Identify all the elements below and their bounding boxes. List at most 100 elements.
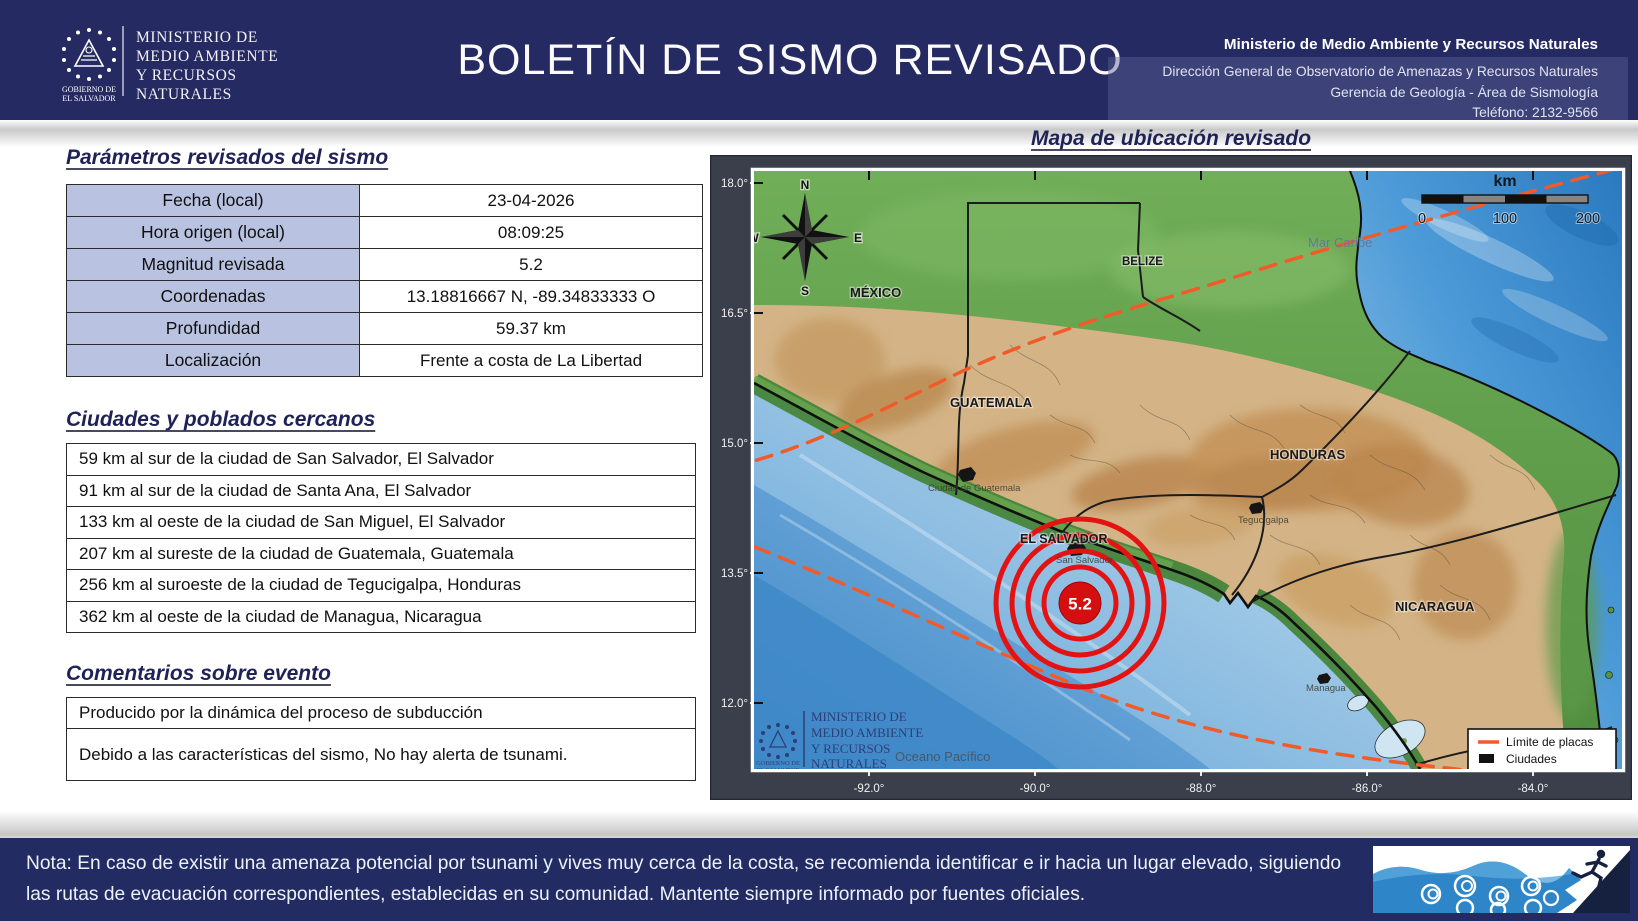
department-info-box: Dirección General de Observatorio de Ame… bbox=[1108, 57, 1628, 132]
table-row: Profundidad 59.37 km bbox=[66, 312, 703, 345]
city-label-tegucigalpa: Tegucigalpa bbox=[1238, 515, 1289, 526]
list-item: 362 km al oeste de la ciudad de Managua,… bbox=[66, 600, 696, 633]
watermark-line: MINISTERIO DE bbox=[811, 709, 907, 724]
lat-label: 13.5° bbox=[721, 568, 748, 580]
city-labels: Ciudad de Guatemala San Salvador Tegucig… bbox=[928, 483, 1346, 694]
param-value: 08:09:25 bbox=[359, 216, 703, 249]
param-value: Frente a costa de La Libertad bbox=[359, 344, 703, 377]
comment-text: Producido por la dinámica del proceso de… bbox=[66, 697, 696, 729]
lat-label: 15.0° bbox=[721, 438, 748, 450]
mountain-texture bbox=[775, 318, 1517, 640]
caribbean-sea bbox=[1350, 171, 1622, 769]
ministry-line: NATURALES bbox=[136, 86, 232, 103]
department-boundaries bbox=[969, 344, 1536, 641]
scale-tick-0: 0 bbox=[1418, 211, 1426, 227]
comments-heading: Comentarios sobre evento bbox=[66, 662, 331, 685]
guatemala-city-marker bbox=[958, 467, 976, 482]
param-label: Magnitud revisada bbox=[66, 248, 360, 281]
param-label: Fecha (local) bbox=[66, 184, 360, 217]
city-label-managua: Managua bbox=[1306, 683, 1346, 694]
city-distance: 256 km al suroeste de la ciudad de Teguc… bbox=[66, 569, 696, 602]
map-labels: MÉXICO GUATEMALA BELIZE HONDURAS EL SALV… bbox=[849, 255, 1477, 616]
city-distance: 207 km al sureste de la ciudad de Guatem… bbox=[66, 537, 696, 570]
watermark-line: NATURALES bbox=[811, 756, 887, 771]
parameters-heading: Parámetros revisados del sismo bbox=[66, 146, 389, 169]
header-contact-block: Ministerio de Medio Ambiente y Recursos … bbox=[1108, 36, 1628, 132]
header-bar: GOBIERNO DE EL SALVADOR MINISTERIO DE ME… bbox=[0, 0, 1638, 132]
legend-city-swatch bbox=[1479, 754, 1494, 763]
watermark-gov-1: GOBIERNO DE bbox=[756, 760, 800, 767]
ministry-full-name: Ministerio de Medio Ambiente y Recursos … bbox=[1223, 36, 1598, 53]
cities-table: 59 km al sur de la ciudad de San Salvado… bbox=[66, 443, 696, 633]
compass-n: N bbox=[801, 178, 810, 192]
map-watermark: GOBIERNO DE EL SALVADOR MINISTERIO DE ME… bbox=[756, 709, 923, 774]
map-heading: Mapa de ubicación revisado bbox=[1030, 127, 1312, 150]
watermark-line: Y RECURSOS bbox=[811, 741, 890, 756]
lat-label: 12.0° bbox=[721, 698, 748, 710]
city-distance: 59 km al sur de la ciudad de San Salvado… bbox=[66, 443, 696, 476]
sea-label-pacific: Oceano Pacífico bbox=[895, 749, 990, 764]
runner-icon bbox=[1571, 849, 1608, 888]
param-value: 23-04-2026 bbox=[359, 184, 703, 217]
city-distance: 133 km al oeste de la ciudad de San Migu… bbox=[66, 506, 696, 539]
list-item: 91 km al sur de la ciudad de Santa Ana, … bbox=[66, 474, 696, 507]
ministry-line: MINISTERIO DE bbox=[136, 29, 258, 46]
tsunami-evacuation-graphic bbox=[1373, 846, 1630, 919]
scale-tick-200: 200 bbox=[1576, 211, 1600, 227]
table-row: Coordenadas 13.18816667 N, -89.34833333 O bbox=[66, 280, 703, 313]
footer-bar: Nota: En caso de existir una amenaza pot… bbox=[0, 838, 1638, 921]
ministry-line: Y RECURSOS bbox=[136, 67, 237, 84]
table-row: Magnitud revisada 5.2 bbox=[66, 248, 703, 281]
country-label-honduras: HONDURAS bbox=[1270, 447, 1345, 462]
lon-label: -88.0° bbox=[1186, 783, 1217, 795]
emblem-triangle bbox=[73, 38, 105, 67]
map-heading-wrap: Mapa de ubicación revisado bbox=[710, 127, 1632, 151]
compass-rose-icon: N S W E bbox=[747, 177, 863, 300]
watermark-line: MEDIO AMBIENTE bbox=[811, 725, 923, 740]
page-title: BOLETÍN DE SISMO REVISADO bbox=[457, 36, 1123, 84]
header-divider bbox=[122, 26, 124, 96]
watermark-gov-2: EL SALVADOR bbox=[756, 767, 800, 774]
city-distance: 91 km al sur de la ciudad de Santa Ana, … bbox=[66, 474, 696, 507]
compass-w: W bbox=[747, 231, 759, 245]
list-item: 59 km al sur de la ciudad de San Salvado… bbox=[66, 443, 696, 476]
map-legend: Límite de placas Ciudades bbox=[1467, 728, 1617, 769]
pacific-coastline bbox=[754, 381, 1422, 769]
map-canvas: 5.2 MÉXICO GUATEMALA BELIZE HONDURAS EL … bbox=[709, 154, 1633, 801]
bottom-gradient-band bbox=[0, 806, 1638, 838]
param-label: Coordenadas bbox=[66, 280, 360, 313]
department-line: Gerencia de Geología - Área de Sismologí… bbox=[1330, 84, 1598, 100]
list-item: 256 km al suroeste de la ciudad de Teguc… bbox=[66, 569, 696, 602]
city-label-san-salvador: San Salvador bbox=[1056, 555, 1113, 566]
tsunami-wave-icon bbox=[1373, 846, 1630, 919]
param-value: 13.18816667 N, -89.34833333 O bbox=[359, 280, 703, 313]
param-value: 5.2 bbox=[359, 248, 703, 281]
gov-line-2: EL SALVADOR bbox=[62, 94, 116, 103]
lat-label: 16.5° bbox=[721, 308, 748, 320]
sea-label-caribbean: Mar Caribe bbox=[1308, 235, 1372, 250]
country-label-mexico: MÉXICO bbox=[850, 285, 901, 300]
map-scale-bar: km 0 100 200 bbox=[1417, 173, 1601, 228]
ministry-name-block: MINISTERIO DE MEDIO AMBIENTE Y RECURSOS … bbox=[136, 28, 278, 104]
scale-tick-100: 100 bbox=[1493, 211, 1517, 227]
legend-plate-label: Límite de placas bbox=[1506, 735, 1593, 749]
lon-label: -92.0° bbox=[854, 783, 885, 795]
phone-line: Teléfono: 2132-9566 bbox=[1472, 105, 1598, 121]
comments-table: Producido por la dinámica del proceso de… bbox=[66, 697, 696, 781]
inner-ticks bbox=[754, 171, 1534, 704]
table-row: Localización Frente a costa de La Liberta… bbox=[66, 344, 703, 377]
param-label: Profundidad bbox=[66, 312, 360, 345]
list-item: Debido a las características del sismo, … bbox=[66, 728, 696, 781]
gov-line-1: GOBIERNO DE bbox=[62, 85, 116, 94]
caribbean-coastline bbox=[1349, 171, 1620, 769]
param-label: Localización bbox=[66, 344, 360, 377]
map-content: 5.2 MÉXICO GUATEMALA BELIZE HONDURAS EL … bbox=[747, 171, 1622, 774]
list-item: Producido por la dinámica del proceso de… bbox=[66, 697, 696, 729]
param-value: 59.37 km bbox=[359, 312, 703, 345]
ministry-line: MEDIO AMBIENTE bbox=[136, 48, 279, 65]
comment-text: Debido a las características del sismo, … bbox=[66, 728, 696, 781]
lat-label: 18.0° bbox=[721, 178, 748, 190]
wave-spirals bbox=[1420, 874, 1560, 919]
list-item: 207 km al sureste de la ciudad de Guatem… bbox=[66, 537, 696, 570]
